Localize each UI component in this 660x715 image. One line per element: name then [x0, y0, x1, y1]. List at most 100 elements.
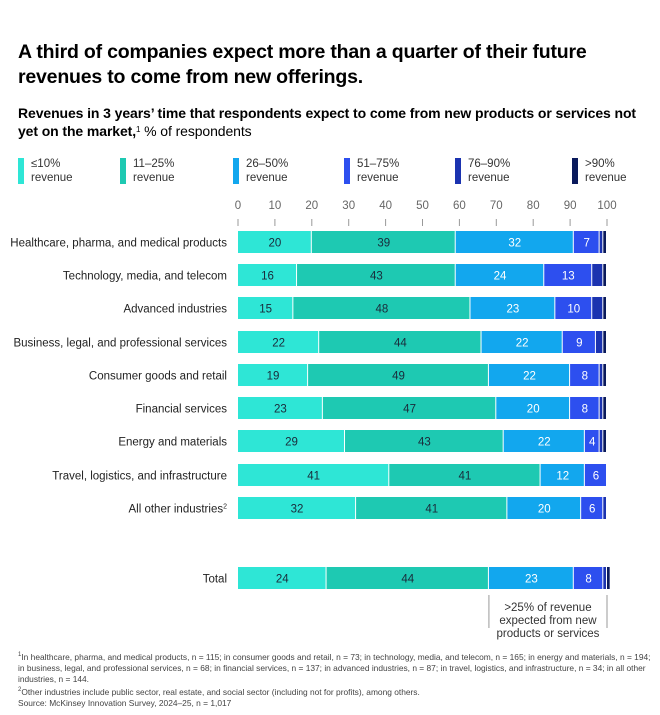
bar-segment [238, 231, 311, 253]
bar-segment [470, 297, 555, 319]
bar-segment [488, 364, 570, 386]
category-label: Financial services [136, 404, 228, 416]
legend-label-unit: revenue [357, 172, 399, 184]
source-note: Source: McKinsey Innovation Survey, 2024… [18, 698, 232, 709]
bar-segment [238, 464, 389, 486]
data-label: 22 [516, 338, 529, 350]
bar-segment [603, 231, 606, 253]
x-tick-label: 20 [305, 200, 318, 212]
bar-segment [319, 331, 481, 353]
data-label: 20 [527, 404, 540, 416]
legend-label-unit: revenue [585, 172, 627, 184]
bar-segment [570, 397, 599, 419]
bar-segment [603, 397, 606, 419]
legend-label-range: ≤10% [31, 158, 61, 170]
data-label: 22 [538, 437, 551, 449]
bar-segment [238, 264, 297, 286]
legend-swatch [572, 158, 578, 184]
legend-label-unit: revenue [133, 172, 175, 184]
bar-segment [540, 464, 584, 486]
bar-segment [503, 430, 584, 452]
data-label: 20 [269, 238, 282, 250]
data-label: 10 [567, 304, 580, 316]
bar-segment [293, 297, 470, 319]
subtitle-footnote-ref: 1 [136, 125, 141, 134]
subtitle-unit: % of respondents [140, 123, 252, 139]
legend-label-unit: revenue [246, 172, 288, 184]
bar-segment [356, 497, 507, 519]
chart-subtitle: Revenues in 3 years’ time that responden… [18, 104, 658, 140]
bar-segment [455, 231, 573, 253]
legend-label: 76–90% revenue [468, 157, 510, 185]
legend-swatch [455, 158, 461, 184]
bar-segment [603, 264, 606, 286]
data-label: 43 [370, 271, 383, 283]
x-tick-label: 70 [490, 200, 503, 212]
x-tick-label: 80 [527, 200, 540, 212]
category-label: Energy and materials [118, 437, 227, 449]
bar-segment [595, 331, 603, 353]
bar-segment [603, 430, 606, 452]
data-label: 12 [556, 471, 569, 483]
x-tick-label: 30 [342, 200, 355, 212]
data-label: 48 [376, 304, 389, 316]
category-label: Consumer goods and retail [89, 371, 227, 383]
annotation-text: >25% of revenue [504, 602, 591, 614]
x-tick-label: 10 [269, 200, 282, 212]
annotation-text: products or services [497, 628, 600, 640]
category-label: Advanced industries [123, 304, 227, 316]
legend-swatch [233, 158, 239, 184]
data-label: 4 [589, 437, 596, 449]
data-label: 13 [562, 271, 575, 283]
bar-segment [488, 567, 573, 589]
legend-item: 51–75% revenue [344, 157, 399, 185]
data-label: 41 [425, 504, 438, 516]
legend-label: 26–50% revenue [246, 157, 288, 185]
data-label: 47 [403, 404, 416, 416]
data-label: 39 [377, 238, 390, 250]
category-label: All other industries2 [128, 504, 227, 516]
legend-label: >90% revenue [585, 157, 627, 185]
data-label: 19 [267, 371, 280, 383]
bar-segment [603, 567, 606, 589]
legend-item: 76–90% revenue [455, 157, 510, 185]
legend-item: ≤10% revenue [18, 157, 73, 185]
data-label: 22 [523, 371, 536, 383]
data-label: 22 [272, 338, 285, 350]
bar-segment [481, 331, 562, 353]
bar-segment [599, 430, 603, 452]
x-tick-label: 0 [235, 200, 241, 212]
bar-segment [584, 430, 599, 452]
bar-segment [496, 397, 570, 419]
bar-segment [592, 264, 603, 286]
bar-segment [389, 464, 540, 486]
legend-label: 11–25% revenue [133, 157, 175, 185]
legend-item: 26–50% revenue [233, 157, 288, 185]
bar-segment [308, 364, 488, 386]
footnotes: 1In healthcare, pharma, and medical prod… [18, 650, 658, 710]
bar-segment [238, 364, 308, 386]
data-label: 15 [259, 304, 272, 316]
bar-segment [238, 430, 345, 452]
category-label: Healthcare, pharma, and medical products [10, 238, 227, 250]
legend-label-range: 51–75% [357, 158, 400, 170]
category-label: Travel, logistics, and infrastructure [52, 471, 227, 483]
bar-segment [238, 297, 293, 319]
data-label: 44 [394, 338, 407, 350]
data-label: 32 [291, 504, 304, 516]
data-label: 44 [401, 574, 414, 586]
data-label: 49 [392, 371, 405, 383]
chart-title: A third of companies expect more than a … [18, 41, 587, 88]
data-label: 23 [507, 304, 520, 316]
x-tick-label: 100 [597, 200, 616, 212]
legend-label-range: 26–50% [246, 158, 289, 170]
data-label: 29 [285, 437, 298, 449]
legend-item: >90% revenue [572, 157, 627, 185]
bar-segment [455, 264, 544, 286]
bar-segment [238, 497, 356, 519]
bar-segment [603, 297, 606, 319]
legend-label-range: 11–25% [133, 158, 175, 170]
bar-segment [238, 331, 319, 353]
data-label: 7 [584, 238, 590, 250]
stacked-bar-chart: 0 10 20 30 40 50 60 70 80 90 100 Healthcare, pharma… [10, 200, 616, 640]
